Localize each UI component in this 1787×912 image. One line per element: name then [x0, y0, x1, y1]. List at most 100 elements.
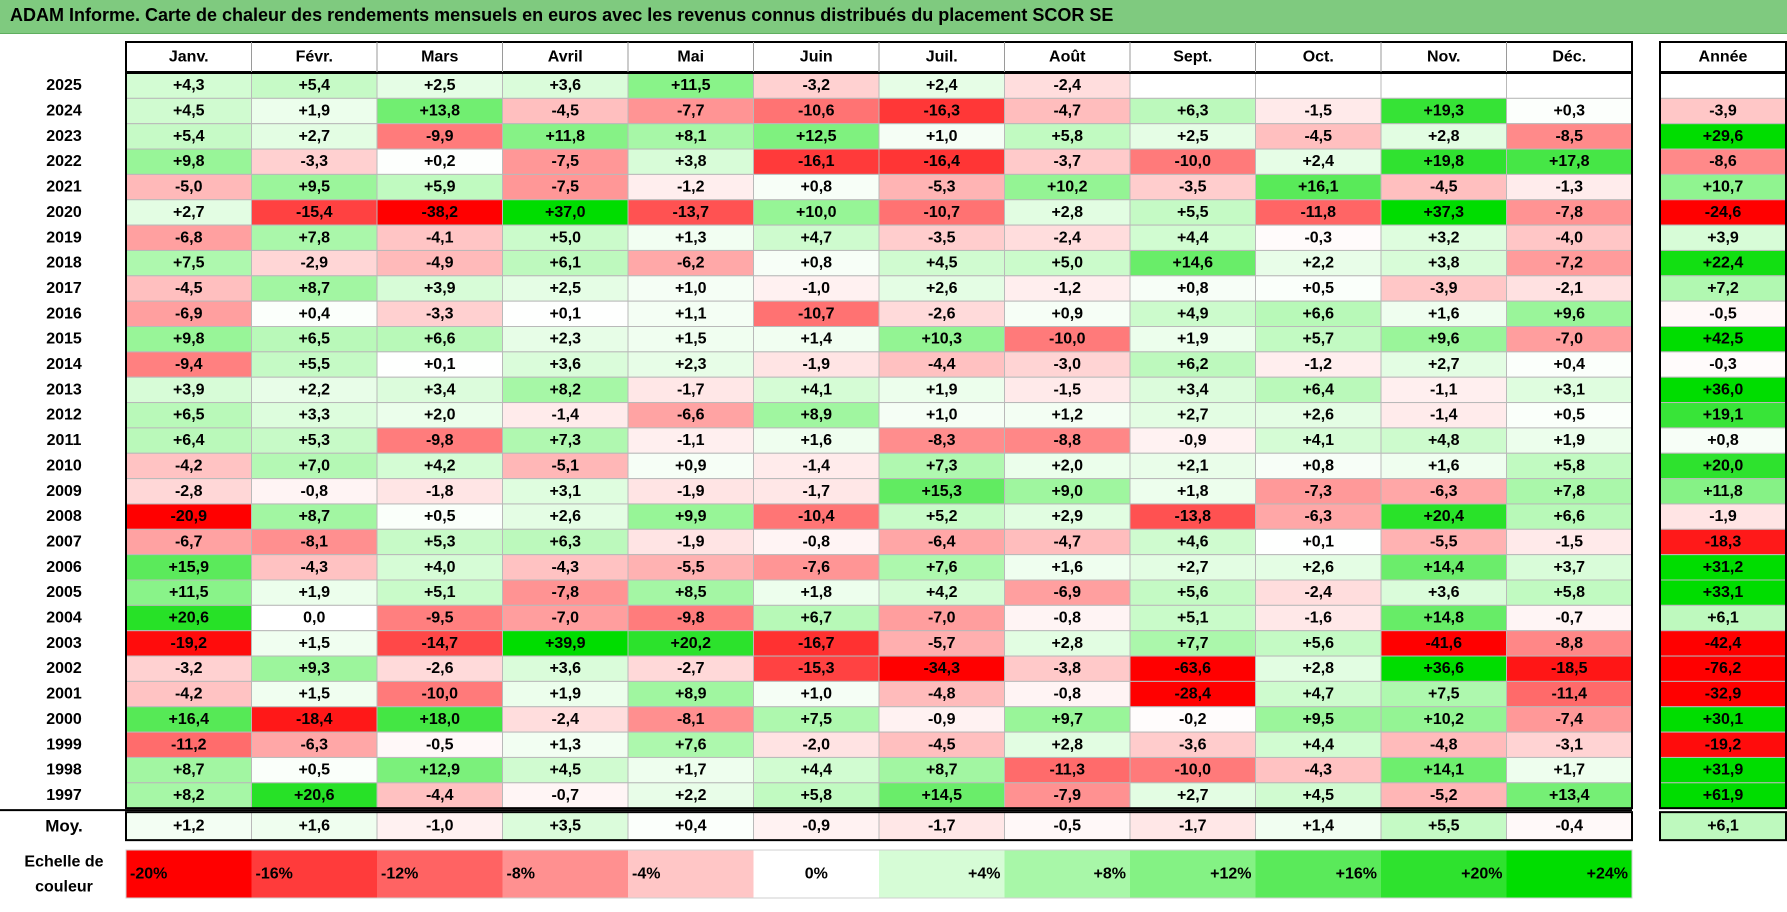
cell-value: +7,5 [800, 711, 832, 728]
heatmap-cell [1380, 503, 1507, 530]
heatmap-cell [1255, 554, 1382, 581]
heatmap-cell [502, 452, 629, 480]
cell-value: -5,5 [1430, 533, 1458, 550]
cell-value: +1,3 [675, 229, 707, 246]
heatmap-cell [1255, 604, 1382, 632]
cell-value: -7,9 [1053, 787, 1081, 804]
month-header: Oct. [1303, 49, 1334, 66]
cell-value: +13,8 [420, 103, 461, 120]
heatmap-cell [502, 706, 629, 733]
heatmap-cell [376, 706, 503, 733]
average-value: +5,5 [1428, 818, 1460, 835]
cell-value: +13,4 [1549, 787, 1590, 804]
cell-value: -7,7 [677, 103, 705, 120]
heatmap-cell [627, 680, 754, 708]
heatmap-cell [376, 503, 503, 530]
cell-value: -2,1 [1555, 280, 1583, 297]
cell-value: -2,6 [928, 305, 956, 322]
average-cell [1380, 811, 1507, 841]
cell-value: -3,3 [426, 305, 454, 322]
cell-value: -4,5 [1430, 179, 1458, 196]
heatmap-cell [753, 148, 880, 175]
average-annual-value: +6,1 [1707, 818, 1739, 835]
cell-value: +0,2 [424, 153, 456, 170]
cell-value: +8,5 [675, 584, 707, 601]
heatmap-cell [1506, 630, 1633, 657]
cell-value: +0,4 [1553, 356, 1585, 373]
heatmap-cell [1129, 173, 1256, 201]
cell-value: -2,6 [426, 660, 454, 677]
legend-swatch [377, 850, 503, 898]
cell-value: -28,4 [1175, 686, 1212, 703]
year-label: 2025 [46, 77, 82, 94]
heatmap-cell [376, 249, 503, 277]
cell-value: +1,9 [298, 103, 330, 120]
year-label: 2021 [46, 179, 82, 196]
heatmap-cell [1380, 554, 1507, 581]
heatmap-cell [376, 756, 503, 784]
cell-value: -1,5 [1053, 381, 1081, 398]
heatmap-cell [502, 72, 629, 99]
heatmap-cell [376, 300, 503, 327]
heatmap-cell [878, 579, 1005, 606]
annual-cell [1659, 275, 1787, 302]
cell-value: +16,4 [169, 711, 210, 728]
annual-cell [1659, 376, 1787, 404]
heatmap-cell [753, 402, 880, 429]
cell-value: +4,7 [1302, 686, 1334, 703]
cell-value: -6,9 [1053, 584, 1081, 601]
heatmap-cell [251, 756, 378, 784]
cell-value: +4,2 [926, 584, 958, 601]
cell-value: -9,4 [175, 356, 203, 373]
grid-border [125, 72, 1633, 810]
cell-value: +7,6 [675, 736, 707, 753]
heatmap-cell [125, 376, 252, 404]
cell-value: -10,7 [798, 305, 835, 322]
cell-value: +4,2 [424, 457, 456, 474]
heatmap-cell [1129, 326, 1256, 353]
cell-value: -4,5 [175, 280, 203, 297]
heatmap-cell [125, 326, 252, 353]
heatmap-cell [753, 351, 880, 378]
cell-value: +1,4 [800, 331, 832, 348]
cell-value: -0,8 [802, 533, 830, 550]
cell-value: +5,3 [298, 432, 330, 449]
cell-value: +6,4 [1302, 381, 1334, 398]
heatmap-cell [1004, 300, 1131, 327]
cell-value: 0,0 [303, 610, 325, 627]
heatmap-cell [1255, 249, 1382, 277]
heatmap-cell [1129, 199, 1256, 226]
heatmap-cell [502, 680, 629, 708]
heatmap-cell [753, 528, 880, 556]
cell-value: -16,7 [798, 635, 835, 652]
cell-value: +19,3 [1424, 103, 1465, 120]
heatmap-cell [753, 782, 880, 809]
cell-value: +0,5 [298, 762, 330, 779]
heatmap-cell [251, 503, 378, 530]
cell-value: +14,8 [1424, 610, 1465, 627]
cell-value: +6,2 [1177, 356, 1209, 373]
cell-value: +9,5 [298, 179, 330, 196]
cell-value: +1,7 [1553, 762, 1585, 779]
cell-value: -15,3 [798, 660, 835, 677]
heatmap-cell [1129, 351, 1256, 378]
cell-value: -1,9 [677, 533, 705, 550]
heatmap-cell [627, 72, 754, 99]
cell-value: +7,7 [1177, 635, 1209, 652]
cell-value: +0,8 [1177, 280, 1209, 297]
heatmap-cell [502, 123, 629, 150]
cell-value: -6,6 [677, 407, 705, 424]
cell-value: +4,5 [549, 762, 581, 779]
cell-value: +12,5 [796, 128, 837, 145]
cell-value: +7,8 [298, 229, 330, 246]
average-value: -1,7 [1179, 818, 1207, 835]
cell-value: -4,2 [175, 457, 203, 474]
annual-value: -3,9 [1709, 103, 1737, 120]
heatmap-cell [1255, 402, 1382, 429]
legend-swatch [879, 850, 1005, 898]
heatmap-cell [502, 224, 629, 251]
year-label: 2023 [46, 128, 82, 145]
cell-value: -5,0 [175, 179, 203, 196]
heatmap-cell [502, 199, 629, 226]
heatmap-cell [878, 300, 1005, 327]
